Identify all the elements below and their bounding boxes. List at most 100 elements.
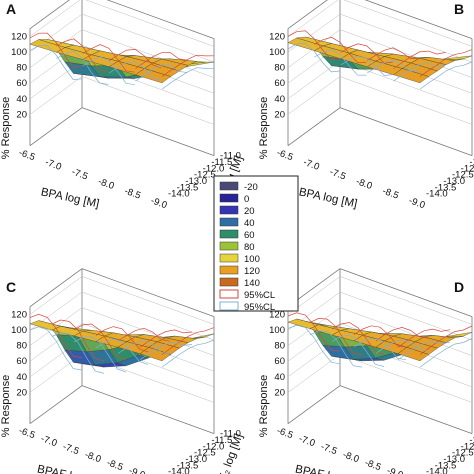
- x-tick-label: -9.0: [127, 465, 146, 474]
- x-axis-label: BPAF log [M]: [36, 463, 104, 474]
- z-tick-label: 120: [11, 309, 27, 320]
- surface-cell: [139, 347, 172, 362]
- z-tick-label: 100: [269, 325, 285, 336]
- legend-label: 0: [244, 194, 249, 205]
- legend-label: 80: [244, 242, 255, 253]
- cl-upper-line: [139, 329, 193, 348]
- legend-swatch: [219, 217, 239, 227]
- cl-lower-line: [95, 338, 149, 365]
- legend-label: 20: [244, 206, 255, 217]
- y-tick-label: -11.5: [469, 157, 474, 168]
- y-tick-label: -12.0: [461, 163, 474, 174]
- surface-cell: [393, 68, 430, 84]
- x-tick-label: -7.0: [39, 433, 58, 449]
- cl-upper-line: [397, 328, 451, 348]
- legend-label: 140: [244, 278, 260, 289]
- cl-lower-line: [340, 55, 393, 76]
- gridline: [287, 44, 473, 94]
- cl-lower-line: [161, 67, 215, 90]
- x-tick-label: -6.5: [17, 425, 36, 441]
- cl-lower-line: [287, 324, 341, 365]
- cl-lower-mesh: [29, 326, 215, 374]
- gridline: [287, 76, 473, 125]
- legend-cl-label: 95%CL: [244, 302, 275, 313]
- legend-swatch: [219, 229, 239, 239]
- legend-label: 100: [244, 254, 260, 265]
- cl-upper-line: [29, 313, 83, 358]
- cl-upper-line: [314, 36, 367, 64]
- gridline: [29, 76, 215, 125]
- x-tick-label: -8.5: [105, 457, 124, 473]
- cl-upper-line: [161, 54, 215, 77]
- y-tick-label: -13.5: [177, 182, 199, 193]
- surface-cell: [397, 347, 430, 362]
- cl-upper-line: [287, 30, 341, 60]
- z-tick-label: 120: [11, 31, 27, 42]
- z-tick-label: 100: [269, 47, 285, 58]
- x-tick-label: -7.0: [44, 157, 63, 173]
- cl-upper-line: [117, 327, 171, 342]
- cl-lower-line: [419, 61, 473, 90]
- y-tick-label: -13.0: [185, 176, 207, 187]
- x-tick-label: -6.5: [17, 147, 36, 163]
- cl-lower-line: [73, 336, 127, 373]
- response-surface: [29, 39, 215, 84]
- x-tick-label: -9.0: [149, 195, 168, 211]
- cl-lower-line: [29, 326, 83, 371]
- cl-upper-line: [419, 49, 473, 77]
- z-tick-label: 60: [274, 356, 285, 367]
- x-tick-label: -7.5: [61, 441, 80, 457]
- z-tick-label: 60: [16, 356, 27, 367]
- cl-upper-line: [29, 32, 83, 68]
- z-tick-label: 120: [269, 31, 285, 42]
- axis-box: [29, 268, 215, 435]
- y-tick-label: -12.5: [194, 170, 216, 181]
- response-surface: [287, 36, 473, 84]
- panel-label: C: [6, 279, 16, 295]
- y-tick-label: -13.5: [177, 460, 199, 471]
- x-tick-label: -8.5: [123, 186, 142, 202]
- x-tick-label: -8.0: [354, 176, 373, 192]
- y-tick-label: -14.0: [426, 467, 448, 474]
- cl-upper-line: [353, 325, 407, 348]
- x-axis-label: BPA log [M]: [40, 186, 100, 210]
- gridline: [287, 354, 473, 403]
- cl-upper-line: [367, 47, 420, 61]
- z-tick-label: 100: [11, 47, 27, 58]
- panel-label: D: [454, 279, 464, 295]
- x-tick-label: -8.0: [341, 449, 360, 465]
- cl-upper-mesh: [29, 313, 215, 362]
- cl-lower-line: [287, 42, 341, 73]
- y-tick-label: -13.5: [435, 182, 457, 193]
- z-tick-label: 80: [274, 341, 285, 352]
- x-tick-label: -9.0: [385, 465, 404, 474]
- cl-lower-line: [375, 339, 429, 354]
- cl-lower-line: [51, 332, 105, 374]
- x-tick-label: -6.5: [275, 147, 294, 163]
- panel-label: B: [454, 1, 464, 17]
- y-tick-label: -11.0: [220, 429, 241, 440]
- cl-lower-line: [393, 63, 446, 82]
- z-tick-label: 40: [16, 94, 27, 105]
- z-axis-label: % Response: [0, 97, 12, 159]
- y-tick-label: -13.0: [443, 176, 465, 187]
- cl-lower-mesh: [287, 324, 473, 368]
- panel-d: 120 100 80 60 40 20 % Response -6.5-7.0-7.5-8.0…: [258, 268, 474, 474]
- cl-upper-line: [51, 319, 105, 362]
- x-tick-label: -6.5: [275, 425, 294, 441]
- gridline: [287, 276, 473, 325]
- legend-swatch: [219, 277, 239, 287]
- z-axis-label: % Response: [0, 375, 12, 437]
- legend-label: 60: [244, 230, 255, 241]
- legend-label: 120: [244, 266, 260, 277]
- cl-lower-line: [29, 45, 83, 81]
- cl-lower-mesh: [287, 42, 473, 90]
- panel-c: 120 100 80 60 40 20 % Response -6.5-7.0-7.5-8.0…: [0, 268, 245, 474]
- y-tick-label: -12.5: [452, 170, 474, 181]
- y-tick-label: -12.5: [194, 448, 216, 459]
- surface-cell: [135, 68, 172, 84]
- z-tick-label: 20: [274, 387, 285, 398]
- z-tick-label: 80: [16, 63, 27, 74]
- legend-cl-swatch: [219, 289, 239, 299]
